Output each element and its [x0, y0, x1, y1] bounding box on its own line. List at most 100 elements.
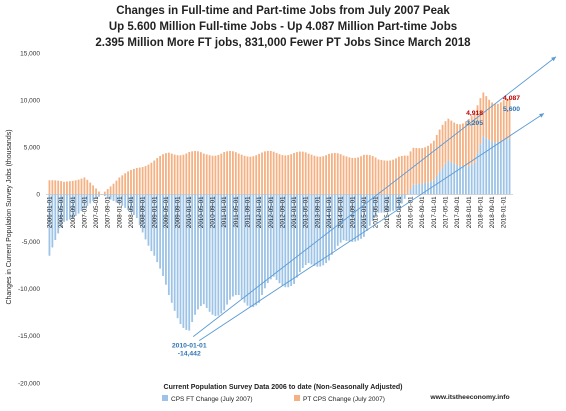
x-tick-label: 2018-01-01 [466, 196, 473, 228]
pt-bar [316, 156, 319, 195]
ft-bar [167, 194, 170, 296]
pt-bar [202, 153, 205, 195]
x-tick-label: 2007-01-01 [81, 196, 88, 228]
pt-bar [360, 156, 362, 195]
pt-bar [491, 102, 493, 142]
pt-bar [363, 154, 365, 195]
ft-bar [424, 183, 426, 195]
x-tick-label: 2010-09-01 [210, 196, 217, 228]
ft-bar [121, 194, 124, 206]
ft-bar [173, 194, 176, 311]
ft-bar [293, 194, 295, 284]
pt-bar [170, 153, 173, 195]
pt-bar [450, 120, 453, 163]
pt-bar [269, 150, 272, 195]
x-tick-label: 2008-01-01 [116, 196, 123, 228]
pt-bar [275, 152, 278, 195]
pt-bar [339, 154, 342, 195]
pt-bar [395, 158, 397, 195]
ft-bar [48, 194, 51, 256]
pt-bar [197, 151, 199, 195]
ft-bar [261, 194, 263, 296]
ft-bar [159, 194, 162, 269]
pt-bar [121, 175, 124, 195]
ft-bar [357, 194, 360, 241]
pt-bar [389, 160, 392, 195]
ft-bar [298, 194, 301, 273]
pt-bar [383, 160, 386, 195]
pt-bar [351, 157, 354, 195]
ft-bar [467, 166, 470, 195]
pt-bar [229, 150, 231, 195]
pt-bar [418, 148, 421, 184]
trend-line [198, 112, 545, 341]
pt-bar [432, 140, 435, 181]
x-tick-label: 2014-09-01 [349, 196, 356, 228]
pt-bar [240, 154, 243, 195]
annotation-label: 5,600 [503, 106, 520, 113]
ft-bar [68, 194, 71, 220]
ft-bar [141, 194, 144, 233]
pt-bar [473, 113, 476, 163]
pt-bar [232, 151, 234, 195]
pt-bar [226, 151, 228, 195]
pt-bar [342, 155, 345, 195]
pt-bar [435, 134, 438, 176]
pt-bar [424, 147, 426, 184]
pt-bar [281, 155, 284, 195]
pt-bar [130, 169, 132, 195]
pt-bar [266, 150, 269, 195]
pt-bar [415, 147, 418, 185]
pt-bar [54, 180, 57, 195]
ft-bar [220, 194, 223, 314]
ft-bar [202, 194, 205, 305]
ft-bar [365, 194, 368, 232]
ft-bar [127, 194, 129, 210]
x-tick-label: 2006-05-01 [58, 196, 65, 228]
ft-bar [54, 194, 57, 241]
pt-bar [135, 168, 138, 195]
pt-bar [290, 154, 293, 195]
pt-bar [167, 152, 170, 195]
ft-bar [491, 141, 493, 195]
ft-bar [409, 189, 412, 195]
y-tick-label: 10,000 [20, 97, 40, 104]
pt-bar [348, 157, 351, 195]
pt-bar [397, 156, 400, 195]
x-tick-label: 2011-09-01 [244, 196, 251, 228]
ft-bar [290, 194, 293, 286]
ft-bar [133, 194, 135, 216]
ft-bar [199, 194, 202, 307]
pt-bar [71, 180, 74, 195]
pt-bar [380, 159, 383, 195]
pt-bar [86, 179, 89, 195]
ft-bar [66, 194, 68, 221]
x-tick-label: 2016-05-01 [408, 196, 415, 228]
ft-bar [223, 194, 226, 311]
ft-bar [98, 194, 100, 197]
ft-bar [386, 194, 389, 213]
annotation-label: 4,918 [466, 110, 483, 117]
ft-bar [51, 194, 54, 248]
pt-bar [365, 154, 368, 195]
ft-bar [57, 194, 60, 234]
ft-bar [319, 194, 322, 267]
ft-bar [301, 194, 304, 268]
ft-bar [325, 194, 327, 264]
y-tick-label: -10,000 [18, 286, 40, 293]
pt-bar [74, 180, 77, 195]
x-tick-label: 2013-05-01 [303, 196, 310, 228]
pt-bar [488, 99, 491, 141]
x-tick-label: 2014-01-01 [326, 196, 333, 228]
ft-bar [470, 164, 473, 195]
pt-bar [409, 151, 412, 190]
pt-bar [179, 155, 182, 195]
ft-bar [360, 194, 362, 239]
pt-bar [249, 156, 252, 195]
ft-bar [339, 194, 342, 243]
ft-bar [281, 194, 284, 286]
pt-bar [319, 156, 322, 195]
y-tick-label: -20,000 [18, 380, 40, 387]
pt-bar [199, 152, 202, 195]
